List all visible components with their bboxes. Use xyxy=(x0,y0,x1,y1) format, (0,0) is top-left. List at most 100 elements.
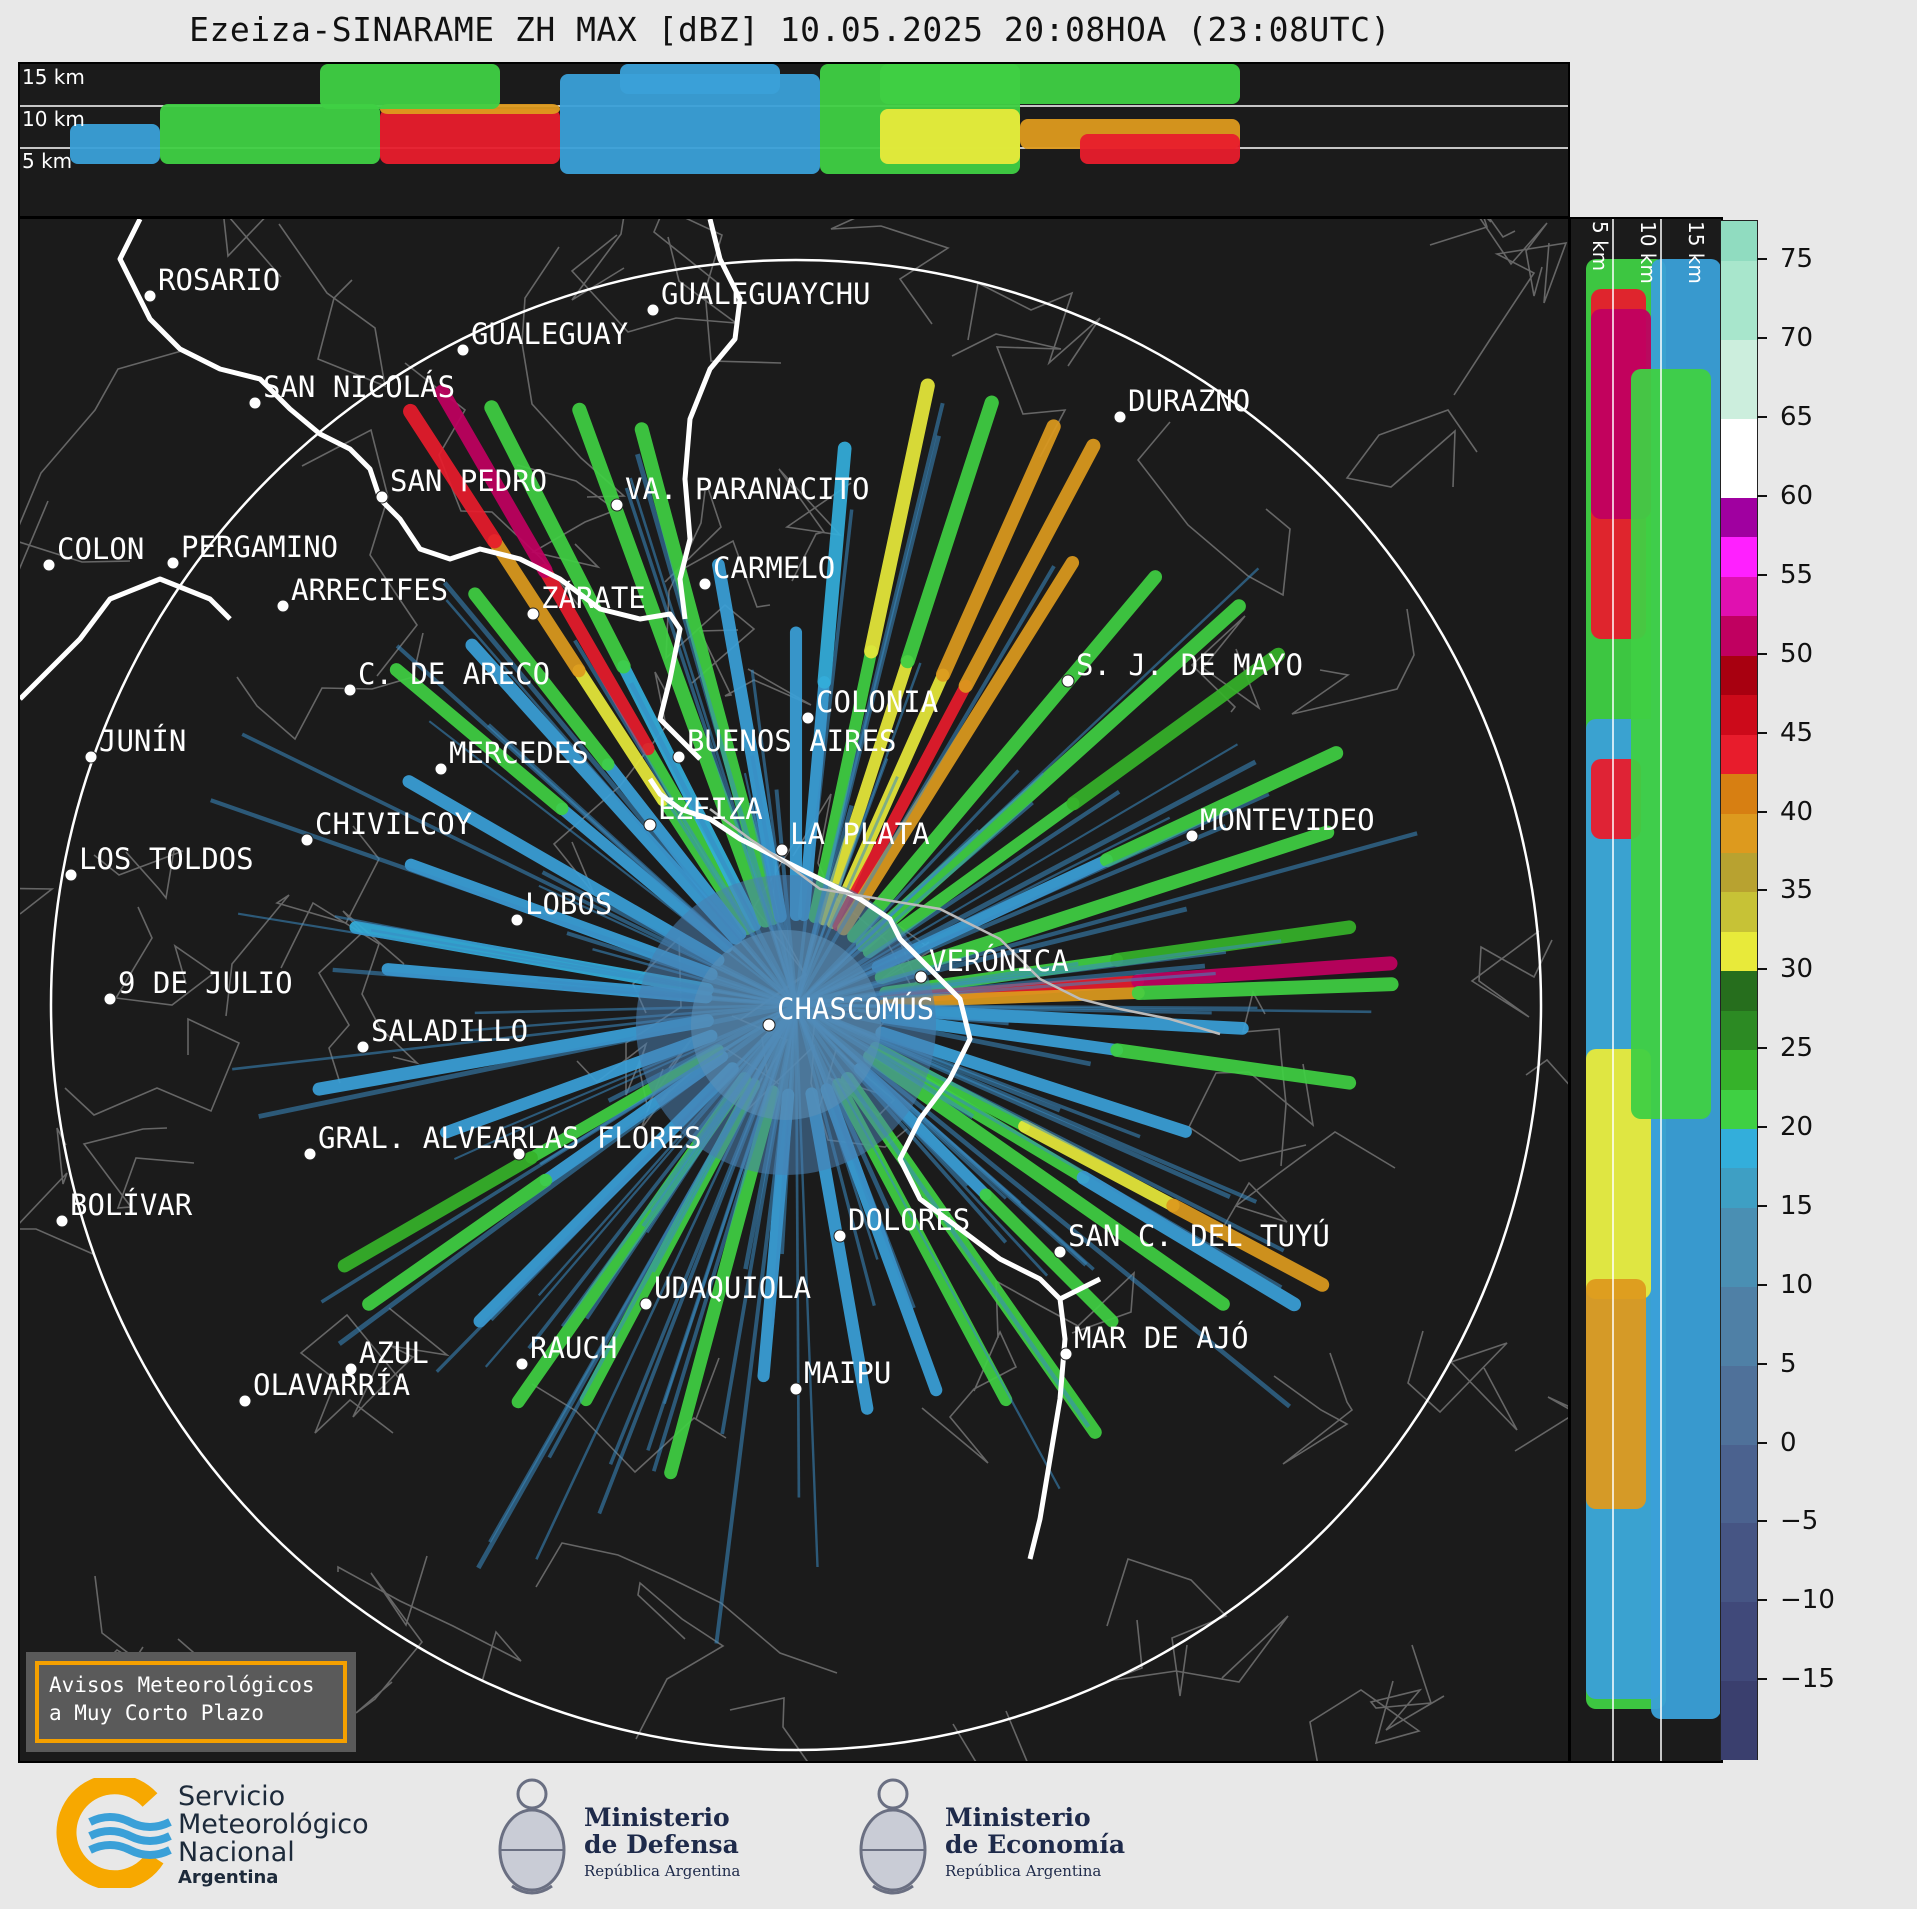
reflectivity-ray xyxy=(434,384,553,578)
place-marker xyxy=(775,843,789,857)
colorbar-tick-label: 35 xyxy=(1780,875,1814,906)
colorbar-segment xyxy=(1721,1206,1757,1287)
side-cross-section-plot: 5 km 10 km 15 km xyxy=(1586,219,1721,1761)
colorbar-tick-mark xyxy=(1757,1599,1767,1602)
colorbar-segment xyxy=(1721,1088,1757,1129)
district-boundary xyxy=(1136,421,1291,597)
reflectivity-ray xyxy=(1099,746,1344,867)
side-section-band xyxy=(1591,759,1641,839)
top-altitude-label-10km: 10 km xyxy=(22,107,85,131)
place-label: CARMELO xyxy=(713,551,835,585)
place-label: GUALEGUAYCHU xyxy=(661,277,871,311)
top-altitude-label-5km: 5 km xyxy=(22,149,72,173)
coastline-path xyxy=(20,576,232,701)
district-boundary xyxy=(355,1555,428,1714)
place-marker xyxy=(103,992,117,1006)
district-boundary xyxy=(1479,219,1548,297)
reflectivity-ray xyxy=(847,570,1163,943)
economia-sub: República Argentina xyxy=(945,1862,1102,1880)
place-marker xyxy=(375,490,389,504)
colorbar-tick-mark xyxy=(1757,1520,1767,1523)
ground-clutter xyxy=(636,875,936,1175)
district-boundary xyxy=(570,234,739,333)
district-boundary xyxy=(1407,1330,1518,1431)
place-label: SAN C. DEL TUYÚ xyxy=(1068,1219,1330,1253)
colorbar-segment xyxy=(1721,654,1757,696)
top-section-band xyxy=(160,104,380,164)
district-boundary xyxy=(352,1307,450,1418)
place-marker xyxy=(526,607,540,621)
colorbar-segment xyxy=(1721,615,1757,656)
side-altitude-label-15km: 15 km xyxy=(1684,221,1708,284)
coastline-path xyxy=(1058,1276,1102,1302)
top-section-band xyxy=(560,74,820,174)
place-marker xyxy=(801,711,815,725)
colorbar-tick-label: 70 xyxy=(1780,323,1814,354)
reflectivity-ray xyxy=(572,664,670,807)
district-boundary xyxy=(1291,608,1415,715)
place-marker xyxy=(356,1040,370,1054)
place-label: AZUL xyxy=(359,1336,429,1370)
reflectivity-ray xyxy=(879,1003,1249,1035)
top-section-band xyxy=(320,64,500,109)
place-marker xyxy=(833,1229,847,1243)
reflectivity-ray xyxy=(362,1173,553,1311)
district-boundary xyxy=(1369,1644,1445,1731)
district-boundary xyxy=(635,1581,725,1740)
colorbar-tick-label: −15 xyxy=(1780,1664,1835,1695)
smn-name: Servicio Meteorológico Nacional Argentin… xyxy=(178,1783,369,1889)
colorbar-segment xyxy=(1721,733,1757,775)
district-boundary xyxy=(951,333,1067,458)
colorbar-segment xyxy=(1721,1443,1757,1524)
place-label: UDAQUIOLA xyxy=(654,1271,811,1305)
district-boundary xyxy=(114,906,216,1006)
place-label: SALADILLO xyxy=(371,1014,528,1048)
place-label: CHASCOMÚS xyxy=(777,992,934,1026)
place-markers: ROSARIO GUALEGUAYCHU GUALEGUAY SAN NICOLÁS D… xyxy=(42,263,1375,1408)
place-marker xyxy=(1053,1245,1067,1259)
top-section-band xyxy=(880,64,1240,104)
colorbar-tick-mark xyxy=(1757,573,1767,576)
radar-map: ROSARIO GUALEGUAYCHU GUALEGUAY SAN NICOLÁS D… xyxy=(20,219,1568,1761)
place-label: DOLORES xyxy=(848,1203,970,1237)
place-marker xyxy=(55,1214,69,1228)
top-cross-section-panel: 15 km 10 km 5 km xyxy=(18,62,1570,218)
colorbar-segment xyxy=(1721,851,1757,893)
defensa-name: Ministerio de Defensa xyxy=(584,1804,739,1858)
side-cross-section-panel: 5 km 10 km 15 km xyxy=(1569,217,1723,1763)
place-label: 9 DE JULIO xyxy=(118,966,293,1000)
district-boundary xyxy=(521,246,627,498)
colorbar-tick-label: 25 xyxy=(1780,1033,1814,1064)
place-marker xyxy=(789,1382,803,1396)
district-boundary xyxy=(921,1330,1018,1464)
place-marker xyxy=(276,599,290,613)
defensa-line-1: Ministerio xyxy=(584,1803,730,1832)
colorbar-tick-mark xyxy=(1757,1204,1767,1207)
place-marker xyxy=(143,289,157,303)
reflectivity-ray xyxy=(808,645,878,924)
top-section-band xyxy=(880,109,1020,164)
side-section-band xyxy=(1586,1279,1646,1509)
district-boundary xyxy=(337,1565,522,1683)
colorbar-segment xyxy=(1721,773,1757,814)
colorbar-tick-mark xyxy=(1757,416,1767,419)
colorbar-tick-mark xyxy=(1757,1047,1767,1050)
district-boundary xyxy=(317,910,405,1084)
reflectivity-ray xyxy=(797,676,831,922)
colorbar-segment xyxy=(1721,260,1757,341)
place-marker xyxy=(762,1018,776,1032)
colorbar-tick-mark xyxy=(1757,258,1767,261)
district-boundary xyxy=(299,1313,403,1434)
reflectivity-ray xyxy=(337,1151,538,1273)
radar-map-panel: ROSARIO GUALEGUAYCHU GUALEGUAY SAN NICOLÁS D… xyxy=(18,217,1570,1763)
district-boundary xyxy=(571,219,625,301)
colorbar-tick-mark xyxy=(1757,731,1767,734)
place-marker xyxy=(643,818,657,832)
colorbar-tick-label: −5 xyxy=(1780,1506,1819,1537)
colorbar-tick-label: 10 xyxy=(1780,1269,1814,1300)
avisos-badge[interactable]: Avisos Meteorológicos a Muy Corto Plazo xyxy=(26,1652,356,1752)
district-boundary xyxy=(778,468,852,582)
place-marker xyxy=(456,343,470,357)
place-marker xyxy=(248,396,262,410)
place-marker xyxy=(300,833,314,847)
